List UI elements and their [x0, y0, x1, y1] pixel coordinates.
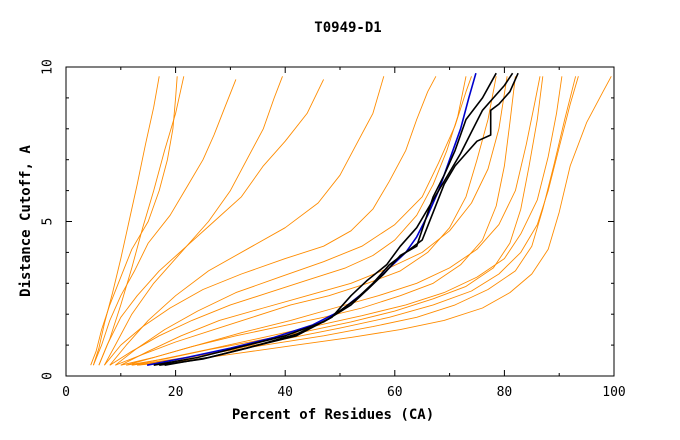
series-line-orange-13 [137, 76, 612, 366]
series-line-blue-0 [146, 72, 477, 366]
x-tick-label: 0 [62, 385, 70, 400]
series-line-orange-16 [109, 76, 385, 366]
x-tick-label: 20 [168, 385, 184, 400]
x-tick-label: 60 [387, 385, 403, 400]
y-axis-label: Distance Cutoff, A [18, 145, 34, 297]
x-axis-label: Percent of Residues (CA) [232, 407, 434, 423]
x-tick-label: 100 [602, 385, 625, 400]
series-line-orange-20 [131, 76, 563, 366]
series-line-orange-6 [98, 79, 325, 366]
series-line-orange-12 [131, 76, 577, 366]
chart-title: T0949-D1 [314, 20, 381, 36]
series-line-black-2 [159, 72, 519, 366]
series-line-orange-15 [104, 76, 283, 366]
series-line-orange-7 [104, 76, 437, 366]
series-line-orange-22 [137, 76, 579, 366]
series-line-orange-11 [126, 76, 544, 366]
series-line-orange-21 [92, 76, 160, 366]
series-line-orange-5 [92, 79, 237, 366]
x-axis: 0 20 40 60 80 100 [62, 67, 626, 400]
y-tick-label: 0 [41, 372, 56, 380]
series-line-orange-10 [120, 76, 516, 366]
series-line-black-3 [164, 72, 514, 366]
series-line-orange-18 [120, 76, 508, 366]
x-tick-label: 80 [497, 385, 513, 400]
series-line-orange-4 [90, 76, 178, 366]
series-line-orange-19 [126, 76, 541, 366]
series-line-orange-8 [109, 76, 467, 366]
series-line-orange-9 [115, 76, 497, 366]
series-line-black-1 [153, 72, 497, 366]
y-tick-label: 10 [41, 59, 56, 75]
series-line-orange-14 [98, 76, 185, 366]
x-tick-label: 40 [277, 385, 293, 400]
y-tick-label: 5 [41, 218, 56, 226]
y-axis: 0 5 10 [41, 59, 614, 380]
series-line-orange-17 [115, 76, 472, 366]
series-layer [90, 72, 612, 366]
